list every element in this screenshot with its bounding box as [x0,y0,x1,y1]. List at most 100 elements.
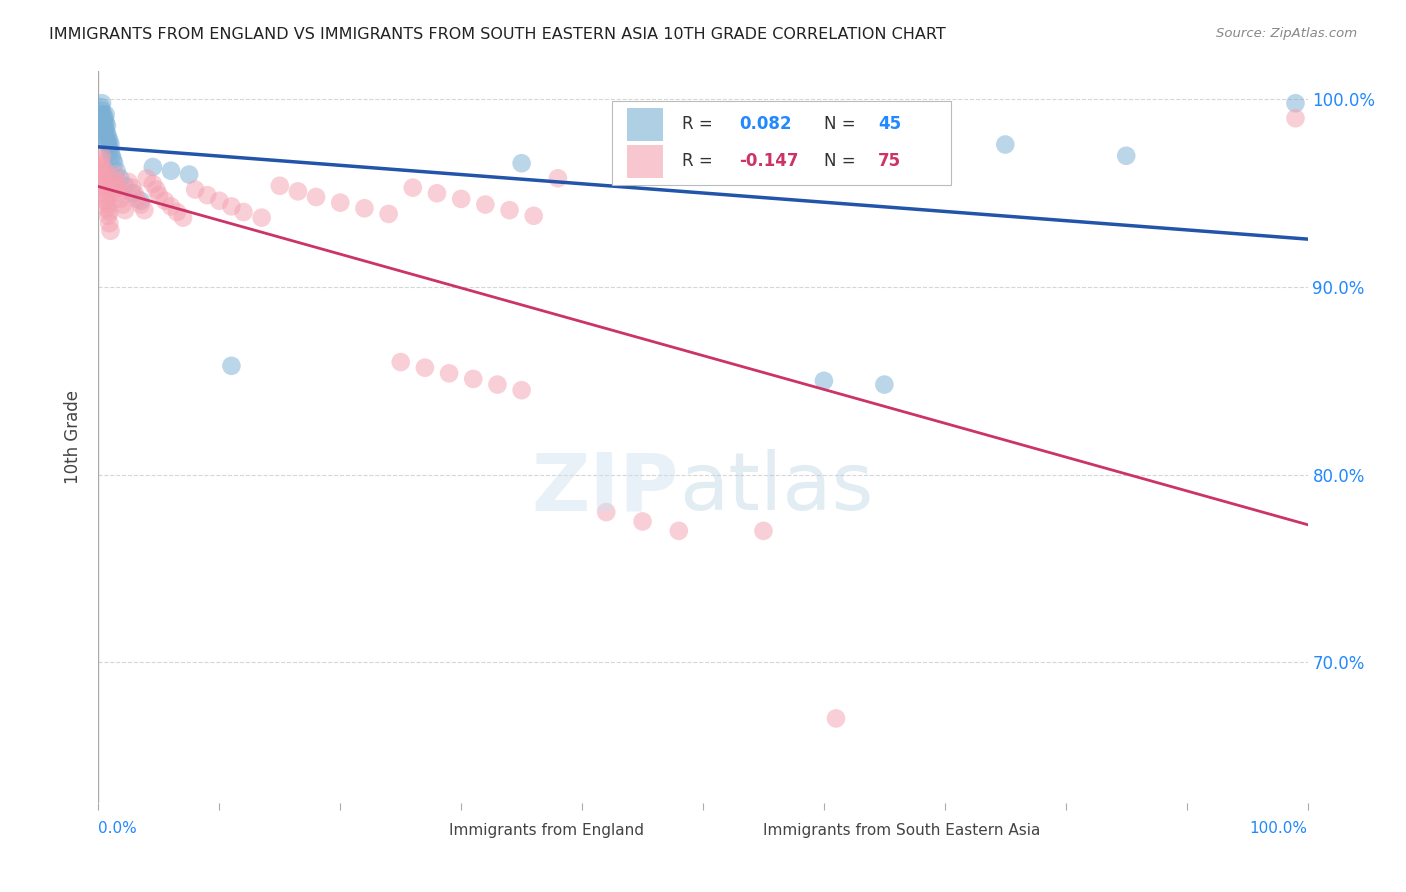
Point [91,160,114,174]
Point [90,115,112,129]
Bar [627,145,664,178]
Point [96,134,118,148]
Point [97,197,120,211]
Point [90,107,112,121]
Point [377,207,399,221]
Point [208,194,231,208]
Point [124,186,146,201]
Point [97,130,120,145]
Point [101,153,124,167]
Point [100,224,122,238]
Point [389,355,412,369]
Point [305,190,328,204]
Point [107,180,129,194]
Point [1284,112,1306,126]
Point [93,126,115,140]
Text: 45: 45 [879,115,901,133]
Point [97,209,120,223]
Text: Immigrants from South Eastern Asia: Immigrants from South Eastern Asia [763,823,1040,838]
Point [114,178,136,193]
Point [98,216,121,230]
Point [437,367,460,381]
Point [103,156,125,170]
Point [111,197,134,211]
Point [668,524,690,538]
Point [89,156,111,170]
Point [105,175,128,189]
Point [498,203,520,218]
Point [134,203,156,218]
FancyBboxPatch shape [613,101,950,185]
Point [426,186,449,201]
Point [91,119,114,133]
Point [91,149,114,163]
Point [93,112,115,126]
Point [142,160,165,174]
Point [221,359,243,373]
Point [91,178,114,193]
Point [91,122,114,136]
Point [510,156,533,170]
Text: N =: N = [824,153,860,170]
Point [94,182,117,196]
Point [91,107,114,121]
Point [221,199,243,213]
Point [108,186,131,201]
Point [101,177,124,191]
Point [1284,96,1306,111]
Point [118,175,141,189]
Text: N =: N = [824,115,860,133]
Point [94,107,117,121]
Point [100,137,122,152]
Point [108,192,131,206]
Point [250,211,273,225]
Text: 75: 75 [879,153,901,170]
Point [269,178,291,193]
Point [90,163,112,178]
Point [96,190,118,204]
Text: Source: ZipAtlas.com: Source: ZipAtlas.com [1216,27,1357,40]
Point [172,211,194,225]
Point [486,377,509,392]
Point [287,185,309,199]
Point [93,163,115,178]
Point [96,126,118,140]
Point [160,199,183,213]
Text: 0.082: 0.082 [740,115,792,133]
Point [91,171,114,186]
Point [97,137,120,152]
Text: Immigrants from England: Immigrants from England [449,823,644,838]
Point [813,374,835,388]
Point [121,180,143,194]
Point [108,171,131,186]
Bar [406,820,440,843]
Point [353,201,375,215]
Point [90,100,112,114]
Point [825,711,848,725]
Point [184,182,207,196]
Point [91,112,114,126]
Point [329,195,352,210]
Text: 0.0%: 0.0% [98,821,138,836]
Text: atlas: atlas [679,450,873,527]
Point [195,188,218,202]
Point [595,505,617,519]
Point [474,197,496,211]
Point [105,163,128,178]
Point [129,194,152,208]
Point [166,205,188,219]
Point [104,168,127,182]
Point [631,515,654,529]
Point [402,180,425,194]
Point [91,115,114,129]
Point [413,360,436,375]
Point [121,186,143,201]
Point [547,171,569,186]
Point [91,168,114,182]
Point [93,175,115,189]
Text: R =: R = [682,115,718,133]
Point [114,203,136,218]
Point [91,96,114,111]
Point [994,137,1017,152]
Point [142,177,165,191]
